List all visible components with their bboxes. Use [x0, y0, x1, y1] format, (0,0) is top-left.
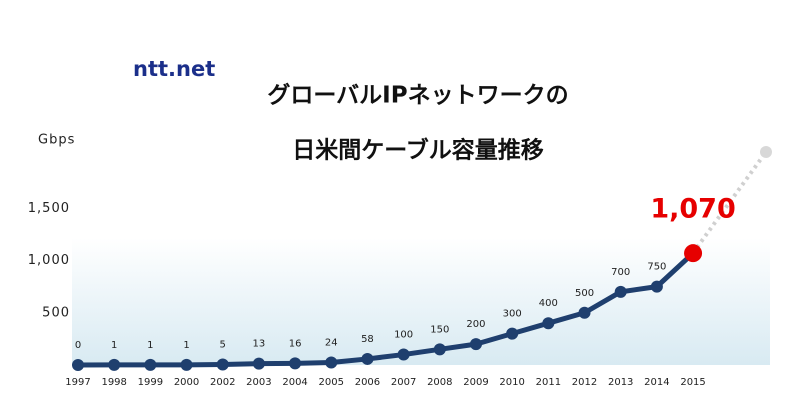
projection-point	[760, 146, 772, 158]
data-label: 16	[289, 338, 302, 349]
data-label: 1,070	[650, 194, 735, 225]
data-label: 100	[394, 330, 413, 341]
x-tick-label: 2012	[572, 377, 597, 388]
y-tick-label: 1,500	[28, 201, 70, 216]
y-tick-label: 500	[42, 305, 70, 320]
point	[361, 352, 374, 365]
data-label: 0	[75, 340, 81, 351]
point	[325, 356, 338, 369]
data-label: 700	[611, 267, 630, 278]
point	[578, 306, 591, 319]
data-label: 1	[183, 340, 189, 351]
point	[397, 348, 410, 361]
plot-background	[72, 238, 770, 365]
x-tick-label: 2015	[680, 377, 705, 388]
chart-title: 日米間ケーブル容量推移	[292, 137, 544, 164]
data-label: 750	[647, 262, 666, 273]
x-tick-label: 2013	[608, 377, 633, 388]
data-label: 1	[147, 340, 153, 351]
point	[252, 357, 265, 370]
point	[216, 358, 229, 371]
data-label: 500	[575, 288, 594, 299]
x-tick-label: 2007	[391, 377, 416, 388]
point	[650, 280, 663, 293]
point	[469, 338, 482, 351]
x-tick-label: 2014	[644, 377, 669, 388]
line	[77, 251, 695, 368]
x-tick-label: 2000	[174, 377, 199, 388]
point	[542, 317, 555, 330]
point	[144, 358, 157, 371]
x-tick-label: 2003	[246, 377, 271, 388]
x-tick-label: 2002	[210, 377, 235, 388]
x-tick-label: 2004	[282, 377, 307, 388]
point	[684, 244, 703, 263]
data-label: 13	[253, 339, 266, 350]
data-label: 1	[111, 340, 117, 351]
point	[72, 359, 84, 371]
data-label: 5	[220, 339, 226, 350]
x-tick-label: 1997	[65, 377, 90, 388]
x-tick-label: 2005	[319, 377, 344, 388]
point	[614, 285, 627, 298]
x-tick-label: 1998	[101, 377, 126, 388]
point	[289, 357, 302, 370]
point	[108, 358, 121, 371]
x-tick-label: 2010	[499, 377, 524, 388]
logo: ntt.net	[133, 57, 215, 81]
y-axis-label: Gbps	[38, 133, 75, 148]
data-label: 150	[430, 324, 449, 335]
x-tick-label: 2011	[536, 377, 561, 388]
x-tick-label: 1999	[138, 377, 163, 388]
point	[433, 343, 446, 356]
data-label: 300	[503, 309, 522, 320]
data-label: 200	[466, 319, 485, 330]
point	[180, 358, 193, 371]
chart-title: グローバルIPネットワークの	[267, 82, 568, 109]
x-tick-label: 2008	[427, 377, 452, 388]
y-tick-label: 1,000	[28, 253, 70, 268]
point	[506, 327, 519, 340]
data-label: 58	[361, 334, 374, 345]
data-label: 400	[539, 298, 558, 309]
data-label: 24	[325, 337, 338, 348]
x-tick-label: 2006	[355, 377, 380, 388]
x-tick-label: 2009	[463, 377, 488, 388]
